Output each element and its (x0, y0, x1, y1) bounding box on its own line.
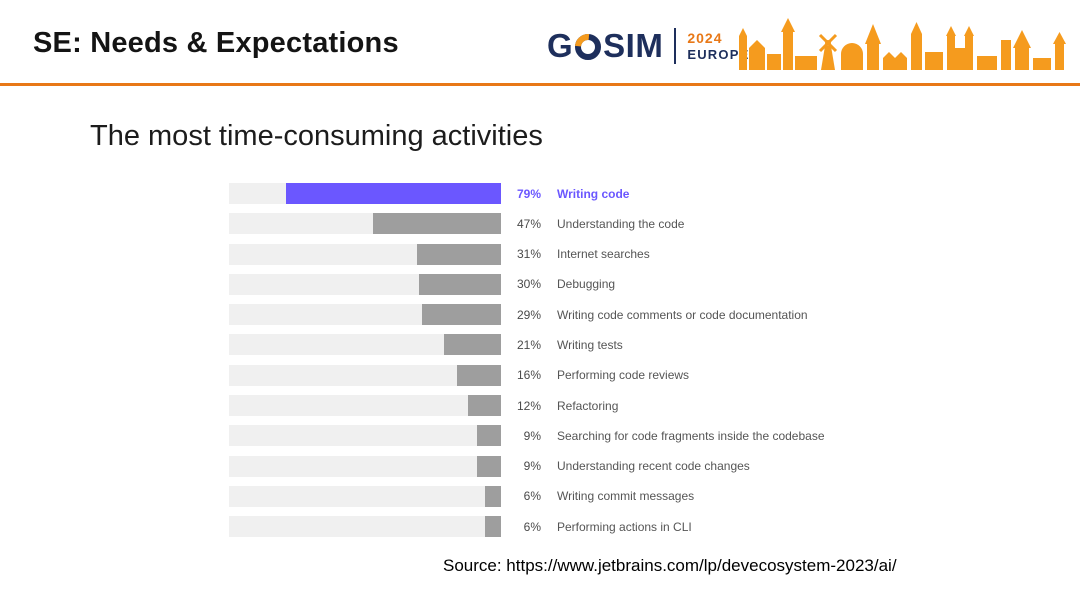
chart-row: 79% Writing code (229, 183, 825, 204)
percent-label: 31% (516, 247, 541, 262)
bar-track (229, 455, 501, 477)
activity-label: Writing code comments or code documentat… (557, 307, 808, 322)
percent-label: 29% (516, 307, 541, 322)
bar-fill (468, 395, 501, 417)
chart-row: 47% Understanding the code (229, 213, 825, 235)
activity-label: Refactoring (557, 398, 619, 413)
percent-label: 47% (516, 216, 541, 231)
bar-track (229, 364, 501, 386)
bar-track (229, 485, 501, 507)
header: SE: Needs & Expectations G SIM 2024 EURO… (0, 0, 1080, 86)
percent-label: 21% (516, 337, 541, 352)
activity-label: Internet searches (557, 247, 650, 262)
activity-label: Writing code (557, 186, 630, 201)
chart-row: 6% Performing actions in CLI (229, 516, 825, 538)
activity-label: Performing code reviews (557, 368, 690, 383)
percent-label: 9% (523, 428, 541, 443)
chart-row: 31% Internet searches (229, 243, 825, 265)
bar-track (229, 213, 501, 235)
activity-label: Writing tests (557, 337, 623, 352)
source-text: Source: https://www.jetbrains.com/lp/dev… (443, 556, 897, 575)
percent-label: 9% (523, 459, 541, 474)
chart-row: 16% Performing code reviews (229, 364, 825, 386)
bar-track (229, 243, 501, 265)
gosim-logo: G SIM 2024 EUROPE (547, 27, 749, 65)
percent-label: 6% (523, 489, 541, 504)
bar-fill (419, 273, 501, 295)
bar-track (229, 516, 501, 538)
logo-year: 2024 (687, 29, 723, 46)
bar-track (229, 273, 501, 295)
bar-fill (373, 213, 501, 235)
bar-track (229, 304, 501, 326)
chart-row: 30% Debugging (229, 273, 825, 295)
gosim-o-icon (575, 34, 602, 60)
percent-label: 6% (523, 519, 541, 534)
chart-heading: The most time-consuming activities (90, 120, 543, 152)
activity-label: Searching for code fragments inside the … (557, 428, 825, 443)
logo-region: EUROPE (687, 46, 750, 62)
bar-chart: 79% Writing code 47% Understanding the c… (229, 183, 825, 547)
chart-row: 6% Writing commit messages (229, 485, 825, 507)
bar-track (229, 183, 501, 204)
bar-fill (416, 243, 501, 265)
activity-label: Debugging (557, 277, 616, 292)
bar-fill (484, 516, 501, 538)
activity-label: Performing actions in CLI (557, 519, 692, 534)
page-title: SE: Needs & Expectations (33, 27, 399, 59)
bar-fill (286, 183, 501, 204)
bar-fill (457, 364, 501, 386)
chart-row: 12% Refactoring (229, 395, 825, 417)
bar-fill (484, 485, 501, 507)
percent-label: 79% (516, 186, 541, 201)
gosim-logo-sim: SIM (603, 27, 664, 64)
logo-edition: 2024 EUROPE (687, 30, 749, 62)
activity-label: Writing commit messages (557, 489, 695, 504)
activity-label: Understanding recent code changes (557, 459, 750, 474)
activity-label: Understanding the code (557, 216, 685, 231)
bar-fill (422, 304, 501, 326)
bar-track (229, 425, 501, 447)
percent-label: 12% (516, 398, 541, 413)
bar-fill (476, 455, 501, 477)
logo-separator (674, 28, 677, 64)
bar-track (229, 334, 501, 356)
chart-row: 9% Searching for code fragments inside t… (229, 425, 825, 447)
bar-fill (476, 425, 501, 447)
percent-label: 16% (516, 368, 541, 383)
percent-label: 30% (516, 277, 541, 292)
gosim-logo-text: G SIM (547, 27, 663, 65)
chart-row: 9% Understanding recent code changes (229, 455, 825, 477)
bar-track (229, 395, 501, 417)
chart-row: 29% Writing code comments or code docume… (229, 304, 825, 326)
bar-fill (443, 334, 501, 356)
chart-row: 21% Writing tests (229, 334, 825, 356)
gosim-logo-g: G (547, 27, 574, 64)
city-skyline-graphic (739, 18, 1066, 70)
